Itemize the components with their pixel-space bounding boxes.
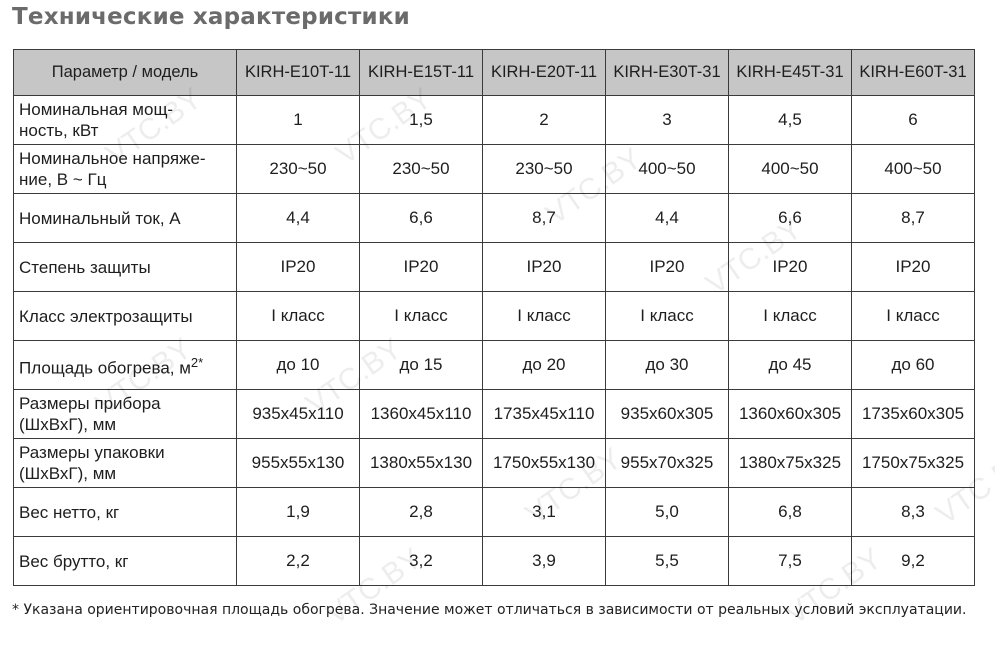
value-cell: 1750x75x325 [851,438,975,488]
value-cell: 1360x45x110 [359,389,483,439]
value-cell: до 20 [482,340,606,390]
model-header: KIRH-E15T-11 [359,49,483,96]
value-cell: 8,7 [851,193,975,243]
parameter-label: Размеры упаковки (ШхВхГ), мм [13,438,237,488]
value-cell: 2 [482,95,606,145]
value-cell: IP20 [236,242,360,292]
value-cell: I класс [482,291,606,341]
value-cell: I класс [728,291,852,341]
superscript: 2* [190,354,204,370]
value-cell: 230~50 [359,144,483,194]
table-row: Площадь обогрева, м2* до 10 до 15 до 20 до 3… [13,340,975,390]
value-cell: 1750x55x130 [482,438,606,488]
model-header: KIRH-E45T-31 [728,49,852,96]
value-cell: IP20 [359,242,483,292]
value-cell: 400~50 [605,144,729,194]
value-cell: до 10 [236,340,360,390]
model-header: KIRH-E10T-11 [236,49,360,96]
value-cell: 7,5 [728,536,852,586]
parameter-label: Номинальный ток, А [13,193,237,243]
value-cell: IP20 [482,242,606,292]
table-row: Размеры упаковки (ШхВхГ), мм 955x55x130 138… [13,438,975,488]
header-row: Параметр / модель KIRH-E10T-11 KIRH-E15T-1… [13,49,975,96]
value-cell: 1380x55x130 [359,438,483,488]
model-header: KIRH-E30T-31 [605,49,729,96]
value-cell: 4,4 [236,193,360,243]
value-cell: 2,8 [359,487,483,537]
value-cell: 4,4 [605,193,729,243]
model-header: KIRH-E20T-11 [482,49,606,96]
footnote: * Указана ориентировочная площадь обогре… [12,602,967,618]
table-row: Класс электрозащиты I класс I класс I класс… [13,291,975,341]
value-cell: 935x60x305 [605,389,729,439]
value-cell: до 45 [728,340,852,390]
value-cell: 5,5 [605,536,729,586]
value-cell: I класс [359,291,483,341]
value-cell: 1360x60x305 [728,389,852,439]
parameter-label: Вес нетто, кг [13,487,237,537]
table-row: Степень защиты IP20 IP20 IP20 IP20 IP20 IP20 [13,242,975,292]
parameter-header: Параметр / модель [13,49,237,96]
parameter-label: Номинальное напряже-ние, В ~ Гц [13,144,237,194]
value-cell: 935x45x110 [236,389,360,439]
value-cell: до 30 [605,340,729,390]
value-cell: IP20 [605,242,729,292]
value-cell: до 60 [851,340,975,390]
value-cell: IP20 [851,242,975,292]
value-cell: 1,5 [359,95,483,145]
value-cell: 1735x45x110 [482,389,606,439]
value-cell: 6,8 [728,487,852,537]
spec-table: Параметр / модель KIRH-E10T-11 KIRH-E15T-1… [13,49,975,586]
value-cell: 1735x60x305 [851,389,975,439]
value-cell: 4,5 [728,95,852,145]
table-row: Размеры прибора (ШхВхГ), мм 935x45x110 1360… [13,389,975,439]
value-cell: 6,6 [728,193,852,243]
value-cell: 230~50 [482,144,606,194]
value-cell: 230~50 [236,144,360,194]
value-cell: до 15 [359,340,483,390]
parameter-label: Класс электрозащиты [13,291,237,341]
value-cell: 3,9 [482,536,606,586]
table-row: Номинальное напряже-ние, В ~ Гц 230~50 230… [13,144,975,194]
value-cell: I класс [236,291,360,341]
value-cell: 5,0 [605,487,729,537]
parameter-label: Вес брутто, кг [13,536,237,586]
value-cell: 1380x75x325 [728,438,852,488]
value-cell: 8,3 [851,487,975,537]
value-cell: 8,7 [482,193,606,243]
table-row: Вес брутто, кг 2,2 3,2 3,9 5,5 7,5 9,2 [13,536,975,586]
page-title: Технические характеристики [12,4,410,30]
value-cell: 6,6 [359,193,483,243]
value-cell: I класс [605,291,729,341]
value-cell: 400~50 [728,144,852,194]
table-row: Номинальная мощ-ность, кВт 1 1,5 2 3 4,5 6 [13,95,975,145]
value-cell: 955x70x325 [605,438,729,488]
value-cell: 6 [851,95,975,145]
value-cell: 3,2 [359,536,483,586]
value-cell: 2,2 [236,536,360,586]
model-header: KIRH-E60T-31 [851,49,975,96]
parameter-label: Степень защиты [13,242,237,292]
value-cell: IP20 [728,242,852,292]
value-cell: I класс [851,291,975,341]
table-row: Номинальный ток, А 4,4 6,6 8,7 4,4 6,6 8,7 [13,193,975,243]
value-cell: 9,2 [851,536,975,586]
parameter-label: Номинальная мощ-ность, кВт [13,95,237,145]
value-cell: 3,1 [482,487,606,537]
value-cell: 400~50 [851,144,975,194]
parameter-label: Площадь обогрева, м2* [13,340,237,390]
parameter-label: Размеры прибора (ШхВхГ), мм [13,389,237,439]
value-cell: 1 [236,95,360,145]
value-cell: 955x55x130 [236,438,360,488]
table-row: Вес нетто, кг 1,9 2,8 3,1 5,0 6,8 8,3 [13,487,975,537]
value-cell: 1,9 [236,487,360,537]
value-cell: 3 [605,95,729,145]
